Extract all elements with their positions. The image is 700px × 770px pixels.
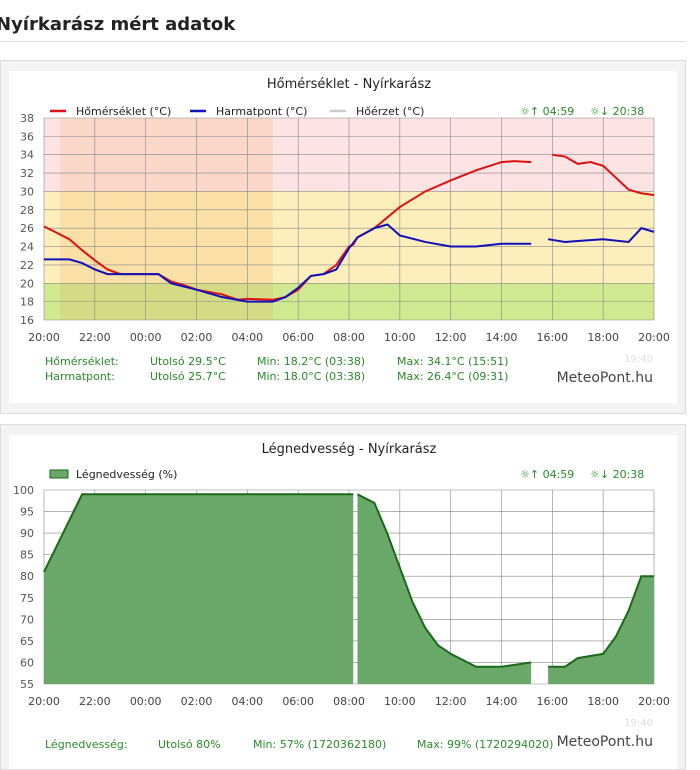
stat-label: Hőmérséklet:: [45, 355, 119, 368]
stat-min: Min: 18.2°C (03:38): [257, 355, 365, 368]
x-tick-label: 20:00: [28, 331, 60, 344]
x-tick-label: 08:00: [333, 331, 365, 344]
temperature-chart: Hőmérséklet - Nyírkarász 16 18 20 22 24 26 28 30…: [20, 77, 670, 386]
stat-max: Max: 26.4°C (09:31): [397, 370, 508, 383]
x-tick-label: 12:00: [435, 331, 467, 344]
y-tick-label: 38: [20, 112, 34, 125]
stat-max: Max: 99% (1720294020): [417, 738, 553, 751]
legend-label: Hőmérséklet (°C): [76, 105, 171, 118]
stat-label: Harmatpont:: [45, 370, 115, 383]
watermark: MeteoPont.hu: [557, 734, 653, 750]
divider: [0, 41, 686, 42]
night-shade: [60, 118, 273, 320]
page-title: Nyírkarász mért adatok: [0, 14, 236, 35]
y-tick-label: 34: [20, 149, 34, 162]
stat-last: Utolsó 25.7°C: [150, 370, 226, 383]
dewpoint-line: [44, 223, 532, 303]
chart-title: Hőmérséklet - Nyírkarász: [267, 77, 431, 92]
x-tick-label: 16:00: [536, 331, 568, 344]
x-tick-label: 14:00: [486, 695, 518, 708]
humidity-area: [548, 576, 654, 684]
x-tick-label: 06:00: [282, 695, 314, 708]
x-tick-label: 00:00: [130, 695, 162, 708]
y-tick-label: 70: [20, 613, 34, 626]
stat-last: Utolsó 80%: [158, 738, 221, 751]
stat-label: Légnedvesség:: [45, 738, 128, 751]
sunset-time: ☼↓ 20:38: [590, 468, 644, 481]
y-tick-label: 75: [20, 592, 34, 605]
y-tick-label: 32: [20, 167, 34, 180]
update-time: 19:40: [624, 354, 653, 365]
x-tick-label: 20:00: [28, 695, 60, 708]
humidity-area: [357, 494, 532, 684]
y-tick-label: 26: [20, 222, 34, 235]
sunrise-time: ☼↑ 04:59: [520, 105, 574, 118]
humidity-area: [44, 494, 354, 684]
y-tick-label: 22: [20, 259, 34, 272]
x-tick-label: 08:00: [333, 695, 365, 708]
x-tick-label: 20:00: [638, 331, 670, 344]
x-tick-label: 12:00: [435, 695, 467, 708]
stat-min: Min: 57% (1720362180): [253, 738, 386, 751]
stat-max: Max: 34.1°C (15:51): [397, 355, 508, 368]
y-tick-label: 60: [20, 656, 34, 669]
x-tick-label: 02:00: [181, 331, 213, 344]
update-time: 19:40: [624, 718, 653, 729]
y-tick-label: 18: [20, 296, 34, 309]
y-tick-label: 16: [20, 314, 34, 327]
legend-swatch: [49, 469, 69, 479]
x-tick-label: 14:00: [486, 331, 518, 344]
sunrise-time: ☼↑ 04:59: [520, 468, 574, 481]
legend-label: Harmatpont (°C): [216, 105, 307, 118]
humidity-line: [548, 575, 654, 668]
y-tick-label: 24: [20, 241, 34, 254]
y-tick-label: 90: [20, 527, 34, 540]
x-tick-label: 20:00: [638, 695, 670, 708]
y-tick-label: 100: [13, 484, 34, 497]
legend-label: Hőérzet (°C): [356, 105, 424, 118]
x-tick-label: 10:00: [384, 695, 416, 708]
humidity-line: [357, 493, 532, 668]
y-tick-label: 55: [20, 678, 34, 691]
y-tick-label: 65: [20, 635, 34, 648]
y-tick-label: 36: [20, 130, 34, 143]
stat-last: Utolsó 29.5°C: [150, 355, 226, 368]
chart-title: Légnedvesség - Nyírkarász: [262, 442, 437, 457]
x-tick-label: 04:00: [231, 695, 263, 708]
watermark: MeteoPont.hu: [557, 370, 653, 386]
y-tick-label: 95: [20, 506, 34, 519]
y-tick-label: 80: [20, 570, 34, 583]
stat-min: Min: 18.0°C (03:38): [257, 370, 365, 383]
y-tick-label: 20: [20, 277, 34, 290]
x-tick-label: 10:00: [384, 331, 416, 344]
legend-label: Légnedvesség (%): [76, 468, 177, 481]
x-tick-label: 06:00: [282, 331, 314, 344]
x-tick-label: 18:00: [587, 695, 619, 708]
temperature-line: [552, 153, 655, 197]
x-tick-label: 16:00: [536, 695, 568, 708]
x-tick-label: 22:00: [79, 331, 111, 344]
x-tick-label: 04:00: [231, 331, 263, 344]
x-tick-label: 02:00: [181, 695, 213, 708]
x-tick-label: 18:00: [587, 331, 619, 344]
x-tick-label: 00:00: [130, 331, 162, 344]
y-tick-label: 28: [20, 204, 34, 217]
humidity-line: [43, 493, 354, 573]
y-tick-label: 85: [20, 549, 34, 562]
sunset-time: ☼↓ 20:38: [590, 105, 644, 118]
y-tick-label: 30: [20, 185, 34, 198]
dewpoint-line: [547, 227, 655, 244]
x-tick-label: 22:00: [79, 695, 111, 708]
